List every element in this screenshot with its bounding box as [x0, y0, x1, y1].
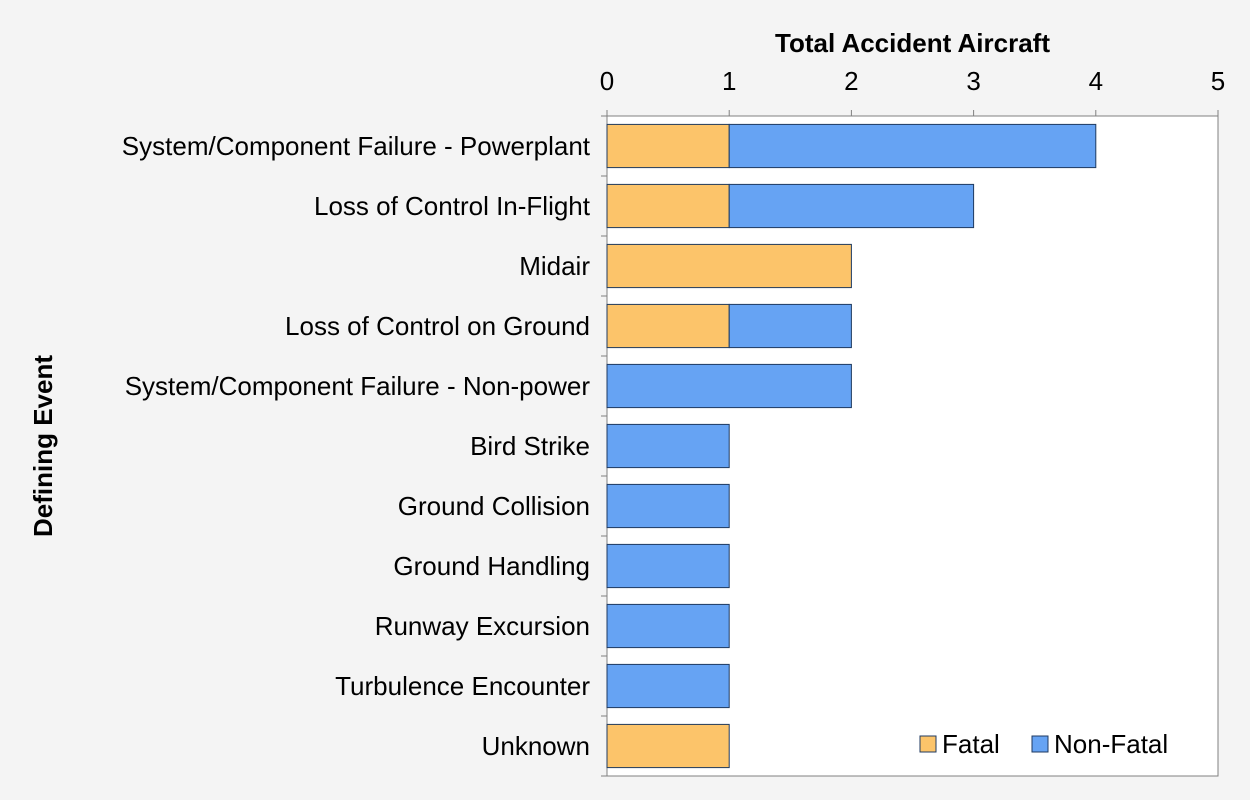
y-axis-title: Defining Event: [28, 355, 58, 537]
legend: Fatal Non-Fatal: [919, 729, 1168, 759]
bar-segment-non-fatal: [606, 663, 730, 709]
category-label: Turbulence Encounter: [335, 671, 590, 701]
x-tick-label: 5: [1211, 66, 1225, 96]
x-axis-title: Total Accident Aircraft: [775, 28, 1050, 58]
x-tick-label: 2: [844, 66, 858, 96]
x-tick-label: 3: [966, 66, 980, 96]
category-label: System/Component Failure - Powerplant: [122, 131, 591, 161]
x-axis: 0 1 2 3 4 5: [600, 66, 1225, 116]
bar-segment-fatal: [606, 303, 730, 349]
bar-segment-non-fatal: [606, 543, 730, 589]
bar-segment-non-fatal: [728, 303, 852, 349]
category-label: Runway Excursion: [375, 611, 590, 641]
bar-segment-non-fatal: [728, 123, 1097, 169]
bar-segment-fatal: [606, 183, 730, 229]
legend-swatch: [919, 735, 937, 753]
bar-segment-non-fatal: [606, 483, 730, 529]
category-label: Ground Handling: [393, 551, 590, 581]
bar-segment-fatal: [606, 243, 852, 289]
category-label: Ground Collision: [398, 491, 590, 521]
bar-segment-non-fatal: [606, 363, 852, 409]
category-label: Loss of Control on Ground: [285, 311, 590, 341]
bar-segment-fatal: [606, 723, 730, 769]
bar-segment-non-fatal: [728, 183, 975, 229]
legend-label: Non-Fatal: [1054, 729, 1168, 759]
category-label: Bird Strike: [470, 431, 590, 461]
category-label: Unknown: [482, 731, 590, 761]
bar-segment-non-fatal: [606, 603, 730, 649]
category-label: System/Component Failure - Non-power: [125, 371, 591, 401]
bar-segment-non-fatal: [606, 423, 730, 469]
bar-segment-fatal: [606, 123, 730, 169]
bars: [606, 123, 1097, 769]
category-label: Midair: [519, 251, 590, 281]
legend-label: Fatal: [942, 729, 1000, 759]
x-tick-label: 4: [1089, 66, 1103, 96]
x-tick-label: 0: [600, 66, 614, 96]
category-label: Loss of Control In-Flight: [314, 191, 591, 221]
category-labels: System/Component Failure - Powerplant Los…: [122, 115, 607, 777]
x-tick-label: 1: [722, 66, 736, 96]
legend-swatch: [1031, 735, 1049, 753]
